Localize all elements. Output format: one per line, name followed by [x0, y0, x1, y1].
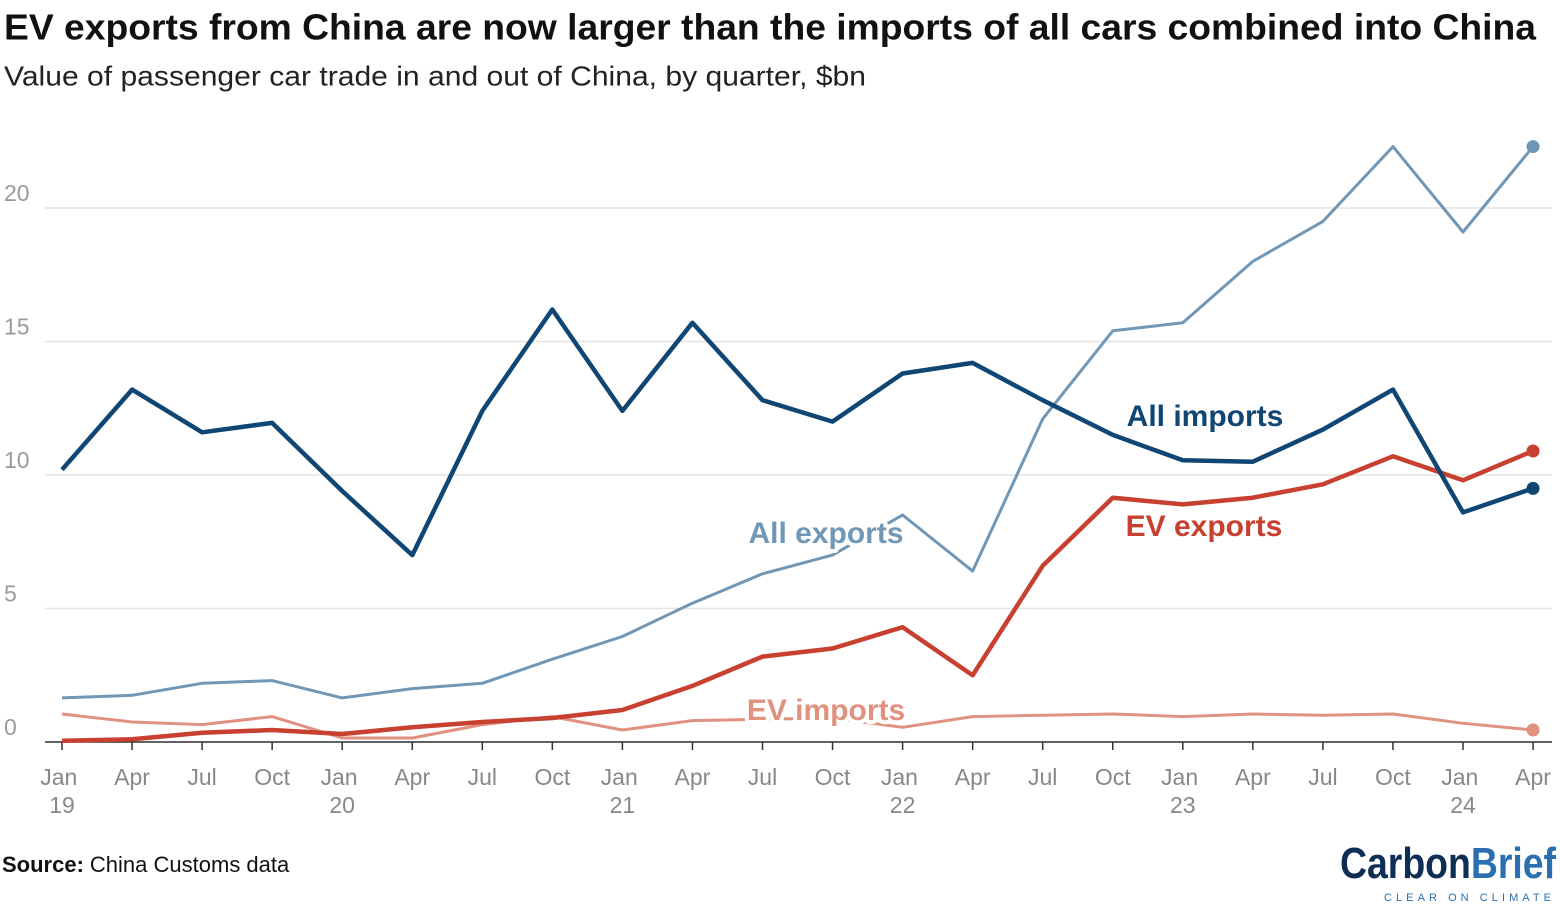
- x-tick-label-line: Oct: [254, 764, 290, 790]
- x-tick-label: Apr: [114, 764, 150, 790]
- series-label: EV exports: [1126, 510, 1283, 543]
- x-tick-label-line: Apr: [1235, 764, 1271, 790]
- x-tick-label-line: Jan: [881, 764, 924, 790]
- chart-subtitle: Value of passenger car trade in and out …: [4, 60, 866, 91]
- series-line: [61, 712, 1534, 740]
- x-tick-label-line: 20: [329, 792, 355, 818]
- logo-part: Brief: [1471, 839, 1556, 888]
- x-tick-label-line: Apr: [394, 764, 430, 790]
- x-tick-label: Apr: [1515, 764, 1551, 790]
- x-tick-label: Jan 22: [881, 764, 924, 818]
- x-tick-label-line: Jan: [40, 764, 83, 790]
- x-tick-label: Oct: [534, 764, 570, 790]
- x-tick-label: Jan 20: [320, 764, 363, 818]
- x-tick-label: Jul: [748, 764, 777, 790]
- x-tick-label-line: Oct: [815, 764, 851, 790]
- x-tick-label-line: Jul: [1308, 764, 1337, 790]
- x-tick-label: Jul: [468, 764, 497, 790]
- x-tick-label: Jan 19: [40, 764, 83, 818]
- x-tick-label-line: 23: [1170, 792, 1196, 818]
- x-tick-label: Oct: [254, 764, 290, 790]
- end-dot: [1526, 444, 1540, 458]
- x-tick-label: Jan 24: [1441, 764, 1484, 818]
- source-text: China Customs data: [90, 852, 290, 877]
- x-tick-label: Jul: [187, 764, 216, 790]
- x-tick-label-line: 19: [49, 792, 75, 818]
- series-line: [61, 145, 1535, 700]
- y-tick-label: 0: [4, 714, 17, 740]
- series-line: [60, 307, 1534, 558]
- y-tick-label: 15: [4, 314, 30, 340]
- series-label: All exports: [748, 517, 903, 550]
- x-tick-label-line: Jan: [1161, 764, 1204, 790]
- end-dot: [1526, 140, 1540, 154]
- x-tick-label-line: Apr: [675, 764, 711, 790]
- x-tick-label: Jan 21: [601, 764, 644, 818]
- x-tick-label-line: Jul: [1028, 764, 1057, 790]
- x-tick-label-line: Oct: [534, 764, 570, 790]
- logo-part: Carbon: [1340, 839, 1471, 888]
- x-tick-label: Oct: [1095, 764, 1131, 790]
- y-tick-label: 20: [4, 180, 30, 206]
- x-tick-label: Jul: [1308, 764, 1337, 790]
- series-label: All imports: [1127, 400, 1284, 433]
- x-tick-label: Jul: [1028, 764, 1057, 790]
- end-dot: [1526, 723, 1540, 737]
- x-tick-label: Apr: [955, 764, 991, 790]
- x-tick-label: Apr: [394, 764, 430, 790]
- x-tick-label-line: Jul: [187, 764, 216, 790]
- logo-tagline: CLEAR ON CLIMATE: [1384, 892, 1554, 904]
- x-tick-label: Apr: [675, 764, 711, 790]
- x-tick-label-line: Jan: [1441, 764, 1484, 790]
- x-tick-label-line: Oct: [1375, 764, 1411, 790]
- logo: CarbonBrief: [1340, 839, 1556, 888]
- series-label: EV imports: [747, 694, 905, 727]
- end-dot: [1526, 481, 1540, 495]
- x-tick-label-line: Jan: [320, 764, 363, 790]
- x-tick-label: Jan 23: [1161, 764, 1204, 818]
- x-tick-label-line: Oct: [1095, 764, 1131, 790]
- x-tick-label-line: Jan: [601, 764, 644, 790]
- source: Source: China Customs data: [2, 852, 290, 877]
- series-line: [61, 448, 1534, 743]
- x-tick-label: Oct: [1375, 764, 1411, 790]
- y-tick-label: 10: [4, 447, 30, 473]
- x-tick-label-line: Jul: [468, 764, 497, 790]
- x-tick-label: Oct: [815, 764, 851, 790]
- x-tick-label-line: 22: [890, 792, 916, 818]
- x-tick-label-line: Apr: [114, 764, 150, 790]
- x-tick-label-line: Apr: [1515, 764, 1551, 790]
- chart-title: EV exports from China are now larger tha…: [4, 7, 1537, 48]
- x-tick-label: Apr: [1235, 764, 1271, 790]
- x-tick-label-line: Apr: [955, 764, 991, 790]
- x-tick-label-line: 24: [1450, 792, 1476, 818]
- y-tick-label: 5: [4, 581, 17, 607]
- source-label: Source:: [2, 852, 84, 877]
- x-tick-label-line: Jul: [748, 764, 777, 790]
- x-tick-label-line: 21: [610, 792, 636, 818]
